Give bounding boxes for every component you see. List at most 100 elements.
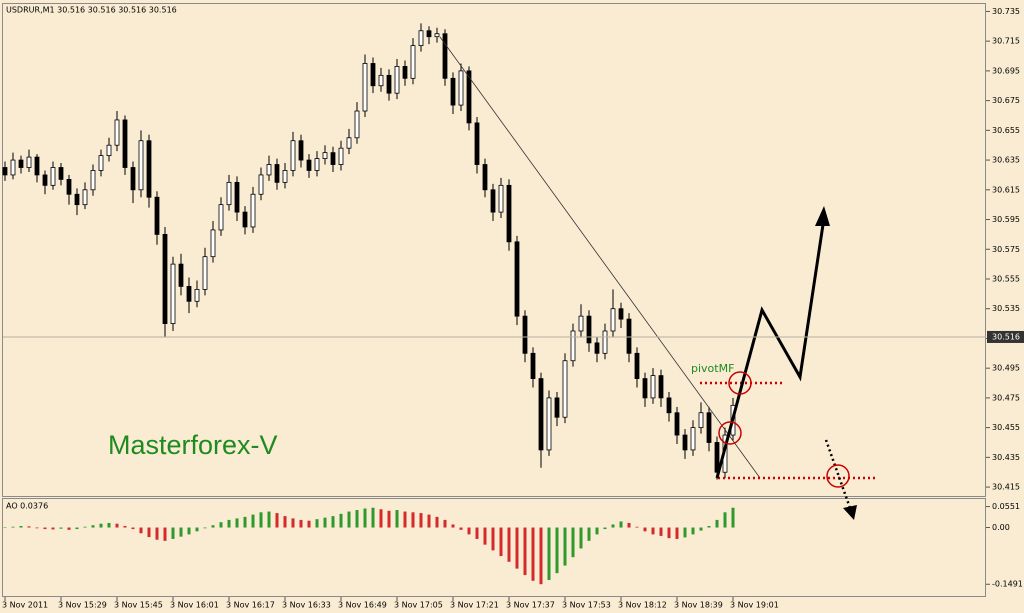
ao-bar bbox=[387, 510, 391, 528]
ao-bar bbox=[307, 520, 311, 528]
ao-bar bbox=[611, 524, 615, 528]
indicator-tick-label: 0.00 bbox=[992, 523, 1010, 532]
y-tick-label: 30.475 bbox=[992, 393, 1020, 402]
candle-body bbox=[82, 189, 88, 206]
ao-bar bbox=[475, 527, 479, 539]
ao-bar bbox=[355, 510, 359, 528]
candle-body bbox=[586, 315, 592, 344]
ao-bar bbox=[27, 526, 31, 528]
candle-body bbox=[186, 286, 192, 302]
candle-body bbox=[274, 164, 280, 183]
candle-body bbox=[450, 77, 456, 106]
candle-body bbox=[690, 427, 696, 451]
y-tick-label: 30.535 bbox=[992, 304, 1020, 313]
candle-body bbox=[410, 45, 416, 79]
candle-body bbox=[202, 256, 208, 290]
y-tick-label: 30.715 bbox=[992, 37, 1020, 46]
candle-body bbox=[626, 318, 632, 354]
ao-bar bbox=[531, 527, 535, 581]
ao-bar bbox=[51, 527, 55, 530]
candle-body bbox=[562, 360, 568, 418]
candle-body bbox=[538, 378, 544, 451]
ao-bar bbox=[115, 523, 119, 528]
ao-bar bbox=[123, 526, 127, 528]
candle-body bbox=[66, 178, 72, 195]
candle-body bbox=[466, 70, 472, 124]
candle-body bbox=[346, 137, 352, 149]
y-tick-label: 30.695 bbox=[992, 66, 1020, 75]
x-tick-label: 3 Nov 16:17 bbox=[226, 601, 275, 610]
x-tick-label: 3 Nov 17:53 bbox=[562, 601, 611, 610]
candle-body bbox=[114, 119, 120, 146]
x-tick-label: 3 Nov 17:21 bbox=[450, 601, 499, 610]
candle-body bbox=[402, 66, 408, 79]
candle-body bbox=[50, 167, 56, 186]
ao-bar bbox=[659, 527, 663, 536]
ao-bar bbox=[331, 516, 335, 528]
pivot-label: pivotMF bbox=[691, 362, 734, 375]
candle-body bbox=[282, 170, 288, 183]
candle-body bbox=[330, 152, 336, 165]
ao-bar bbox=[219, 522, 223, 528]
ao-bar bbox=[483, 527, 487, 545]
y-tick-label: 30.435 bbox=[992, 453, 1020, 462]
candle-body bbox=[634, 352, 640, 379]
ao-bar bbox=[243, 516, 247, 528]
ao-bar bbox=[99, 523, 103, 528]
ao-bar bbox=[715, 519, 719, 528]
candle-body bbox=[682, 434, 688, 451]
ao-bar bbox=[651, 527, 655, 535]
ao-bar bbox=[499, 527, 503, 557]
ao-bar bbox=[299, 519, 303, 528]
candle-body bbox=[234, 181, 240, 213]
candle-body bbox=[90, 170, 96, 191]
ao-bar bbox=[251, 514, 255, 528]
pivot-circle bbox=[718, 421, 742, 445]
ao-bar bbox=[547, 527, 551, 581]
ao-bar bbox=[267, 511, 271, 528]
candle-body bbox=[98, 155, 104, 171]
candle-body bbox=[514, 241, 520, 317]
ao-bar bbox=[291, 518, 295, 528]
candle-body bbox=[474, 122, 480, 165]
candle-body bbox=[338, 147, 344, 165]
candle-body bbox=[178, 263, 184, 287]
ao-bar bbox=[227, 519, 231, 528]
candle-body bbox=[18, 159, 24, 168]
candle-body bbox=[642, 378, 648, 399]
candle-body bbox=[306, 159, 312, 171]
ao-bar bbox=[731, 507, 735, 528]
price-label: 30.516 bbox=[992, 332, 1020, 341]
watermark: Masterforex-V bbox=[108, 430, 278, 460]
ao-bar bbox=[371, 507, 375, 528]
candle-body bbox=[10, 159, 16, 176]
candle-body bbox=[506, 184, 512, 243]
candle-body bbox=[162, 233, 168, 324]
trend-line bbox=[439, 36, 761, 479]
candle-body bbox=[370, 63, 376, 87]
ao-bar bbox=[667, 527, 671, 539]
ao-bar bbox=[603, 527, 607, 530]
candle-body bbox=[698, 412, 704, 429]
ao-bar bbox=[515, 527, 519, 569]
ao-bar bbox=[67, 527, 71, 530]
ao-bar bbox=[131, 527, 135, 530]
alt-arrow bbox=[824, 439, 852, 509]
ao-bar bbox=[11, 526, 15, 528]
candle-body bbox=[290, 140, 296, 171]
candle-body bbox=[490, 189, 496, 213]
candle-body bbox=[242, 211, 248, 228]
candle-body bbox=[554, 397, 560, 418]
pivot-circle bbox=[826, 464, 850, 488]
candle-body bbox=[26, 156, 32, 168]
candle-body bbox=[658, 375, 664, 399]
ao-bar bbox=[259, 512, 263, 528]
candle-body bbox=[362, 63, 368, 112]
y-tick-label: 30.575 bbox=[992, 245, 1020, 254]
candle-body bbox=[498, 184, 504, 213]
candle-body bbox=[322, 152, 328, 159]
candle-body bbox=[546, 397, 552, 451]
x-tick-label: 3 Nov 2011 bbox=[2, 601, 48, 610]
